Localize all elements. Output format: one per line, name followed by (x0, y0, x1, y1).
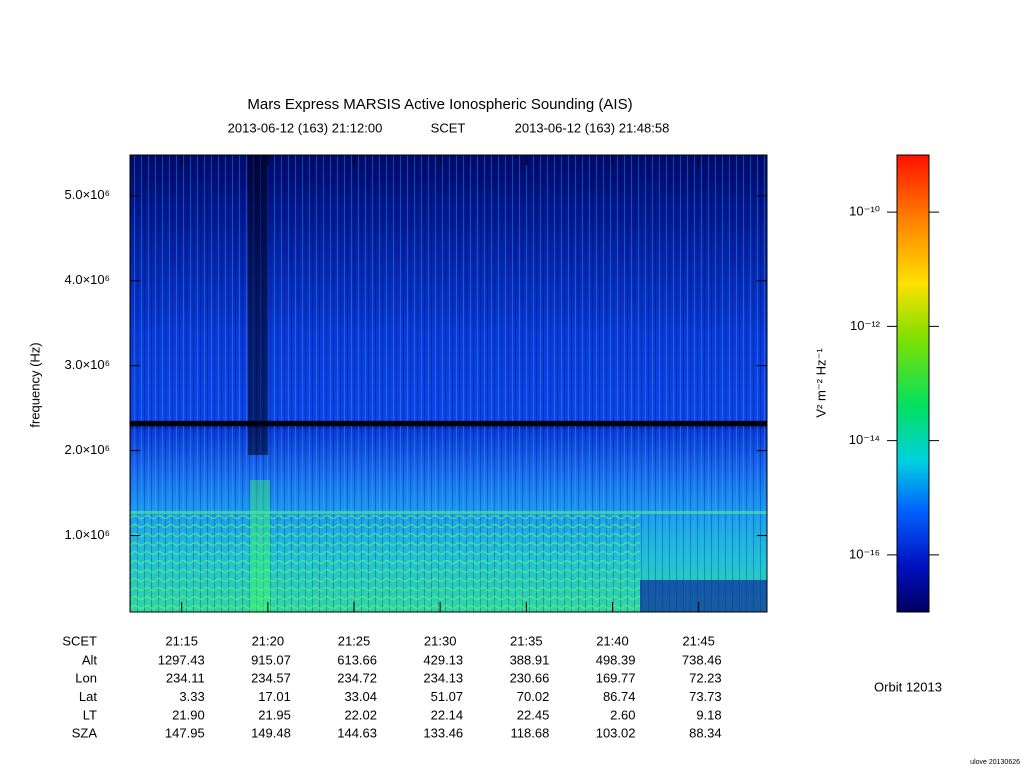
plot-frame (129, 154, 768, 613)
ephemeris-value: 88.34 (689, 726, 722, 741)
time-system: SCET (431, 120, 466, 135)
x-tick-label: 21:35 (510, 633, 543, 648)
x-tick-label: 21:40 (596, 633, 629, 648)
colorbar (896, 154, 930, 613)
ephemeris-value: 388.91 (510, 652, 550, 667)
colorbar-label: V² m⁻² Hz⁻¹ (813, 348, 828, 418)
colorbar-tick-label: 10⁻¹⁴ (849, 432, 880, 447)
ephemeris-value: 21.95 (258, 707, 291, 722)
ephemeris-value: 21.90 (172, 707, 205, 722)
y-tick-label: 1.0×10⁶ (65, 527, 110, 542)
ephemeris-value: 234.72 (337, 671, 377, 686)
y-tick-label: 4.0×10⁶ (65, 272, 110, 287)
ephemeris-value: 33.04 (344, 689, 377, 704)
spectrogram (130, 155, 767, 612)
y-axis-label: frequency (Hz) (27, 342, 42, 427)
ephemeris-value: 149.48 (251, 726, 291, 741)
orbit: Orbit 12013 (874, 679, 942, 694)
x-tick-label: 21:45 (682, 633, 715, 648)
ephemeris-value: 613.66 (337, 652, 377, 667)
ephemeris-value: 230.66 (510, 671, 550, 686)
credit: ulove 20130626 (970, 759, 1020, 766)
ephemeris-label: SZA (72, 726, 98, 741)
ephemeris-value: 915.07 (251, 652, 291, 667)
ephemeris-value: 9.18 (696, 707, 721, 722)
colorbar-tick-label: 10⁻¹⁰ (849, 204, 880, 219)
ephemeris-value: 144.63 (337, 726, 377, 741)
ephemeris-value: 70.02 (517, 689, 550, 704)
ephemeris-value: 22.02 (344, 707, 377, 722)
ephemeris-value: 22.45 (517, 707, 550, 722)
x-tick-label: 21:30 (424, 633, 457, 648)
ephemeris-label: Lon (75, 671, 97, 686)
ephemeris-label: LT (83, 707, 97, 722)
end-time: 2013-06-12 (163) 21:48:58 (515, 120, 670, 135)
x-tick-label: 21:20 (252, 633, 285, 648)
x-tick-label: 21:25 (338, 633, 371, 648)
ephemeris-value: 429.13 (423, 652, 463, 667)
ephemeris-value: 118.68 (511, 726, 550, 741)
ephemeris-value: 738.46 (682, 652, 722, 667)
ephemeris-label: Alt (82, 652, 98, 667)
ephemeris-value: 72.23 (689, 671, 722, 686)
ephemeris-value: 2.60 (610, 707, 635, 722)
start-time: 2013-06-12 (163) 21:12:00 (228, 120, 383, 135)
ephemeris-value: 73.73 (689, 689, 722, 704)
ephemeris-value: 1297.43 (158, 652, 205, 667)
x-tick-label: 21:15 (165, 633, 198, 648)
ephemeris-value: 51.07 (431, 689, 464, 704)
ephemeris-value: 234.13 (423, 671, 463, 686)
y-tick-label: 2.0×10⁶ (65, 442, 110, 457)
ephemeris-value: 234.57 (251, 671, 291, 686)
ephemeris-value: 169.77 (596, 671, 636, 686)
ephemeris-value: 147.95 (165, 726, 205, 741)
ephemeris-value: 103.02 (596, 726, 636, 741)
ephemeris-value: 234.11 (166, 671, 205, 686)
ephemeris-value: 3.33 (179, 689, 204, 704)
ephemeris-value: 133.46 (423, 726, 463, 741)
colorbar-tick-label: 10⁻¹² (850, 318, 881, 333)
ephemeris-label: SCET (62, 633, 97, 648)
ephemeris-value: 17.01 (258, 689, 291, 704)
ephemeris-label: Lat (79, 689, 97, 704)
y-tick-label: 3.0×10⁶ (65, 357, 110, 372)
ephemeris-value: 22.14 (431, 707, 464, 722)
ephemeris-value: 498.39 (596, 652, 636, 667)
chart-title: Mars Express MARSIS Active Ionospheric S… (247, 96, 632, 113)
y-tick-label: 5.0×10⁶ (65, 187, 110, 202)
colorbar-tick-label: 10⁻¹⁶ (849, 546, 880, 561)
ephemeris-value: 86.74 (603, 689, 636, 704)
